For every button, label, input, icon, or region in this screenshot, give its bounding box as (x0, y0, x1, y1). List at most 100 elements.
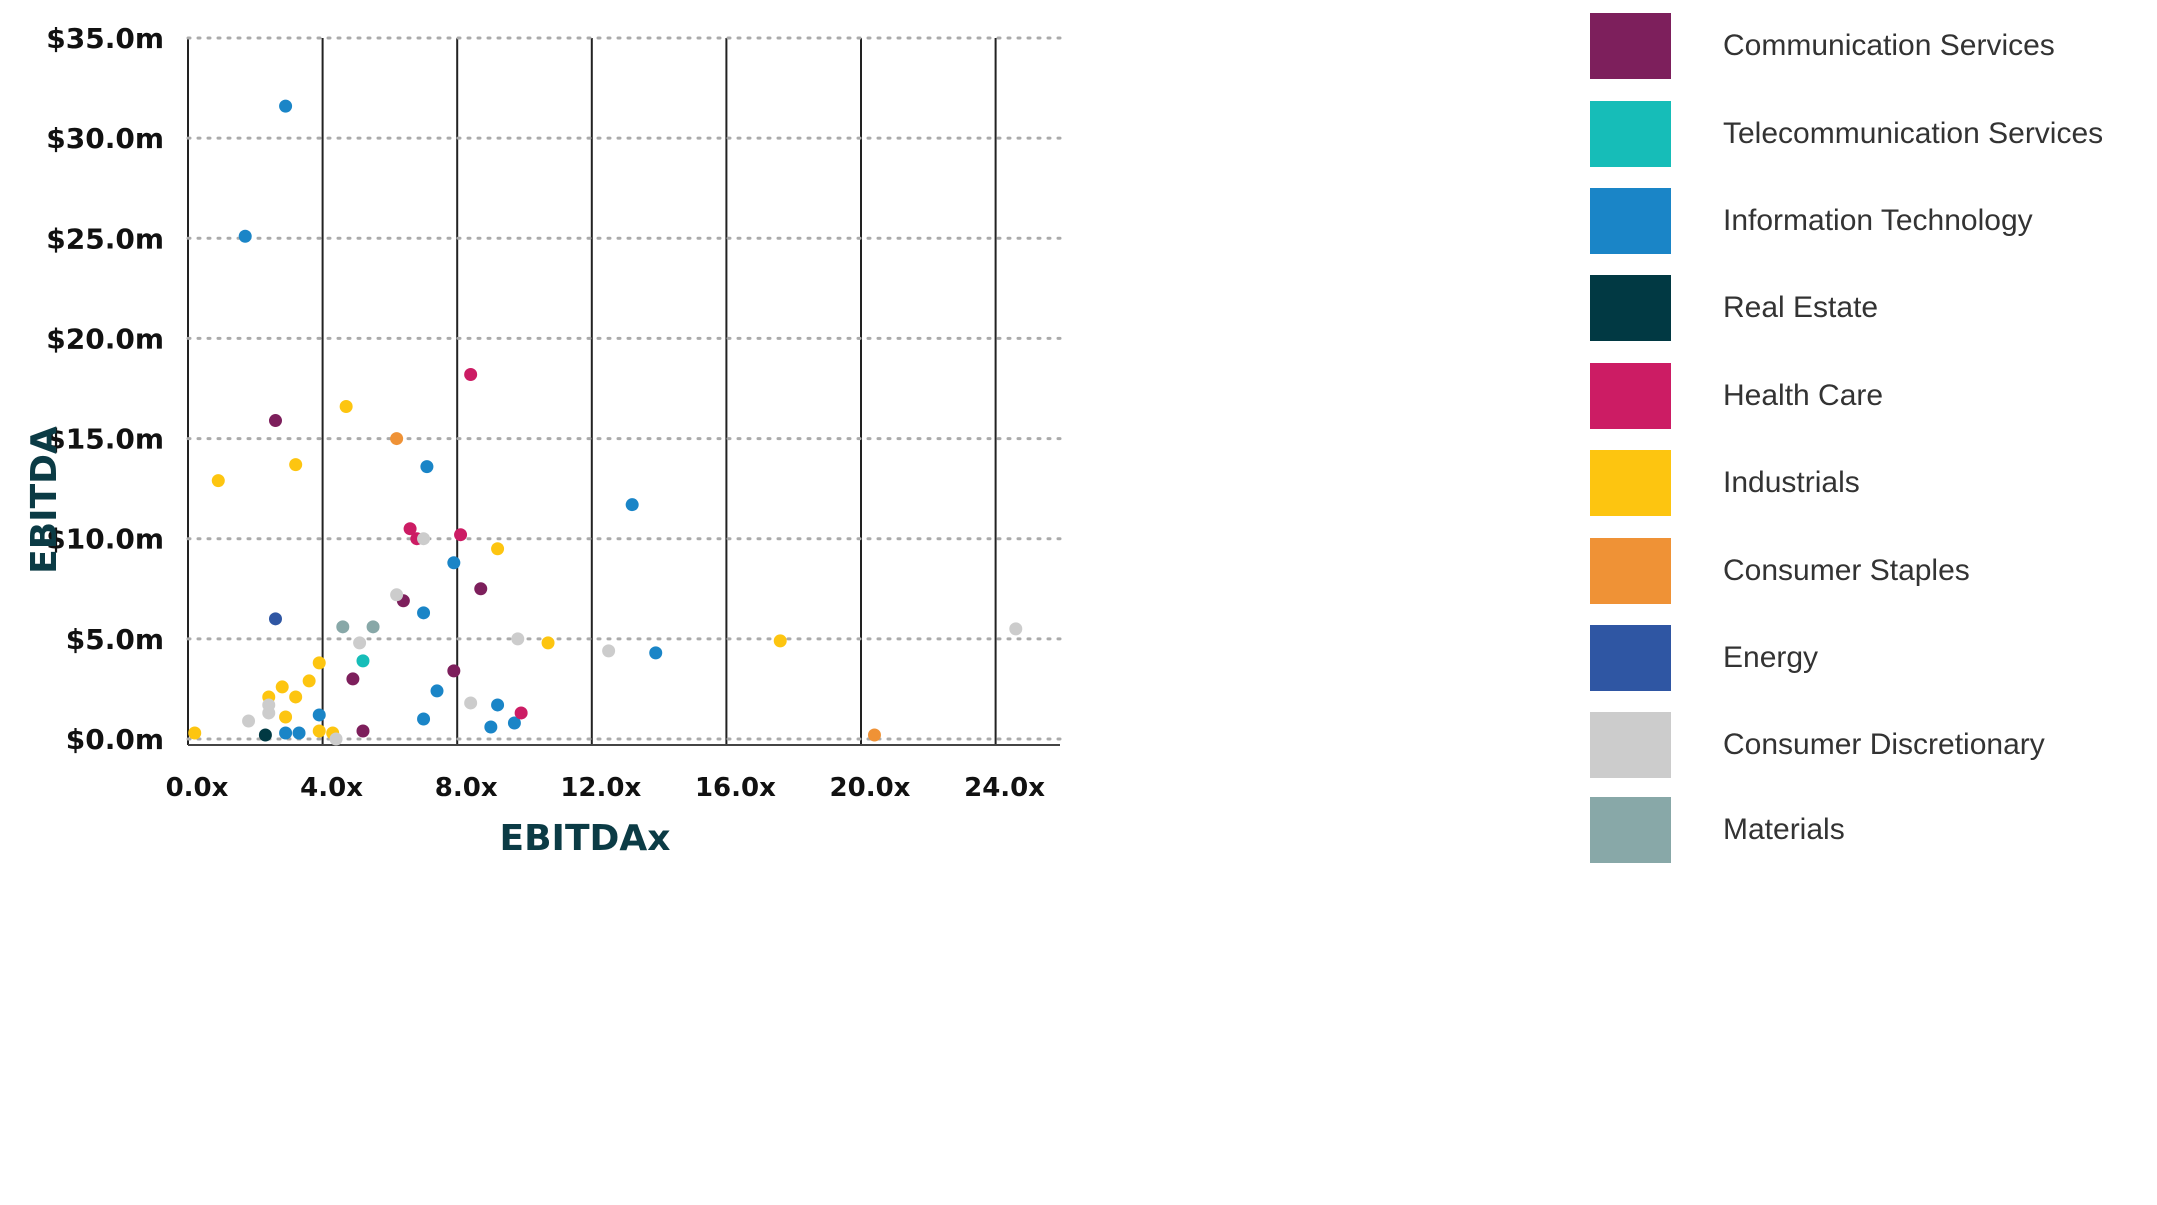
data-point (366, 620, 380, 634)
data-point (302, 674, 316, 688)
x-tick-label: 12.0x (560, 773, 641, 803)
data-point (275, 680, 289, 694)
data-points (188, 99, 1023, 746)
data-point (447, 664, 461, 678)
data-point (464, 696, 478, 710)
data-point (514, 706, 528, 720)
data-point (356, 654, 370, 668)
data-point (390, 432, 404, 446)
x-tick-label: 24.0x (964, 773, 1045, 803)
y-tick-labels: $0.0m $5.0m $10.0m $15.0m $20.0m $25.0m $30.0m… (46, 22, 164, 756)
data-point (541, 636, 555, 650)
y-tick-label: $25.0m (46, 222, 164, 255)
data-point (417, 532, 431, 546)
data-point (312, 708, 326, 722)
data-point (336, 620, 350, 634)
legend-item: Materials (1590, 797, 1845, 863)
legend-label: Consumer Staples (1723, 554, 1970, 587)
data-point (356, 724, 370, 738)
data-point (242, 714, 256, 728)
legend-swatch (1590, 188, 1671, 254)
data-point (773, 634, 787, 648)
data-point (417, 606, 431, 620)
x-axis-title: EBITDAx (500, 818, 671, 859)
x-tick-label: 16.0x (695, 773, 776, 803)
vertical-gridlines (187, 38, 997, 745)
data-point (258, 728, 272, 742)
legend-swatch (1590, 797, 1671, 863)
y-tick-label: $30.0m (46, 122, 164, 155)
y-tick-label: $10.0m (46, 523, 164, 556)
data-point (491, 698, 505, 712)
legend-swatch (1590, 275, 1671, 341)
data-point (289, 458, 303, 472)
legend-item: Real Estate (1590, 275, 1878, 341)
data-point (625, 498, 639, 512)
y-tick-label: $20.0m (46, 322, 164, 355)
legend-label: Materials (1723, 813, 1845, 846)
legend-label: Health Care (1723, 379, 1884, 412)
data-point (1009, 622, 1023, 636)
data-point (403, 522, 417, 536)
legend-label: Energy (1723, 641, 1819, 674)
data-point (474, 582, 488, 596)
legend-swatch (1590, 538, 1671, 604)
data-point (507, 716, 521, 730)
x-tick-label: 0.0x (166, 773, 229, 803)
scatter-plot: $0.0m $5.0m $10.0m $15.0m $20.0m $25.0m $30.0m… (24, 22, 1062, 859)
data-point (454, 528, 468, 542)
data-point (511, 632, 525, 646)
legend-swatch (1590, 101, 1671, 167)
data-point (602, 644, 616, 658)
y-tick-label: $15.0m (46, 423, 164, 456)
legend-swatch (1590, 13, 1671, 79)
y-axis-title: EBITDA (24, 426, 65, 574)
legend-label: Communication Services (1723, 29, 2055, 62)
legend-label: Real Estate (1723, 291, 1879, 324)
data-point (447, 556, 461, 570)
legend-label: Information Technology (1723, 204, 2033, 237)
data-point (188, 726, 202, 740)
legend-label: Telecommunication Services (1723, 117, 2104, 150)
data-point (390, 588, 404, 602)
data-point (312, 656, 326, 670)
data-point (649, 646, 663, 660)
x-tick-label: 8.0x (435, 773, 498, 803)
data-point (346, 672, 360, 686)
data-point (353, 636, 367, 650)
y-tick-label: $35.0m (46, 22, 164, 55)
legend-item: Health Care (1590, 363, 1883, 429)
legend-swatch (1590, 712, 1671, 778)
data-point (339, 400, 353, 414)
data-point (268, 414, 282, 428)
y-tick-label: $0.0m (66, 723, 164, 756)
data-point (211, 474, 225, 488)
data-point (262, 706, 276, 720)
data-point (289, 690, 303, 704)
legend: Communication Services Telecommunication … (1590, 0, 2150, 1205)
x-tick-label: 4.0x (300, 773, 363, 803)
data-point (279, 726, 293, 740)
legend-swatch (1590, 363, 1671, 429)
data-point (292, 726, 306, 740)
data-point (420, 460, 434, 474)
legend-item: Energy (1590, 625, 1818, 691)
legend-item: Consumer Discretionary (1590, 712, 2045, 778)
legend-swatch (1590, 450, 1671, 516)
data-point (312, 724, 326, 738)
legend-swatch (1590, 625, 1671, 691)
data-point (484, 720, 498, 734)
legend-item: Communication Services (1590, 13, 2055, 79)
data-point (268, 612, 282, 626)
legend-item: Consumer Staples (1590, 538, 1970, 604)
data-point (417, 712, 431, 726)
data-point (279, 710, 293, 724)
data-point (238, 229, 252, 243)
y-tick-label: $5.0m (66, 623, 164, 656)
legend-item: Industrials (1590, 450, 1860, 516)
data-point (491, 542, 505, 556)
horizontal-gridlines (186, 36, 1062, 741)
data-point (867, 728, 881, 742)
data-point (430, 684, 444, 698)
data-point (464, 367, 478, 381)
